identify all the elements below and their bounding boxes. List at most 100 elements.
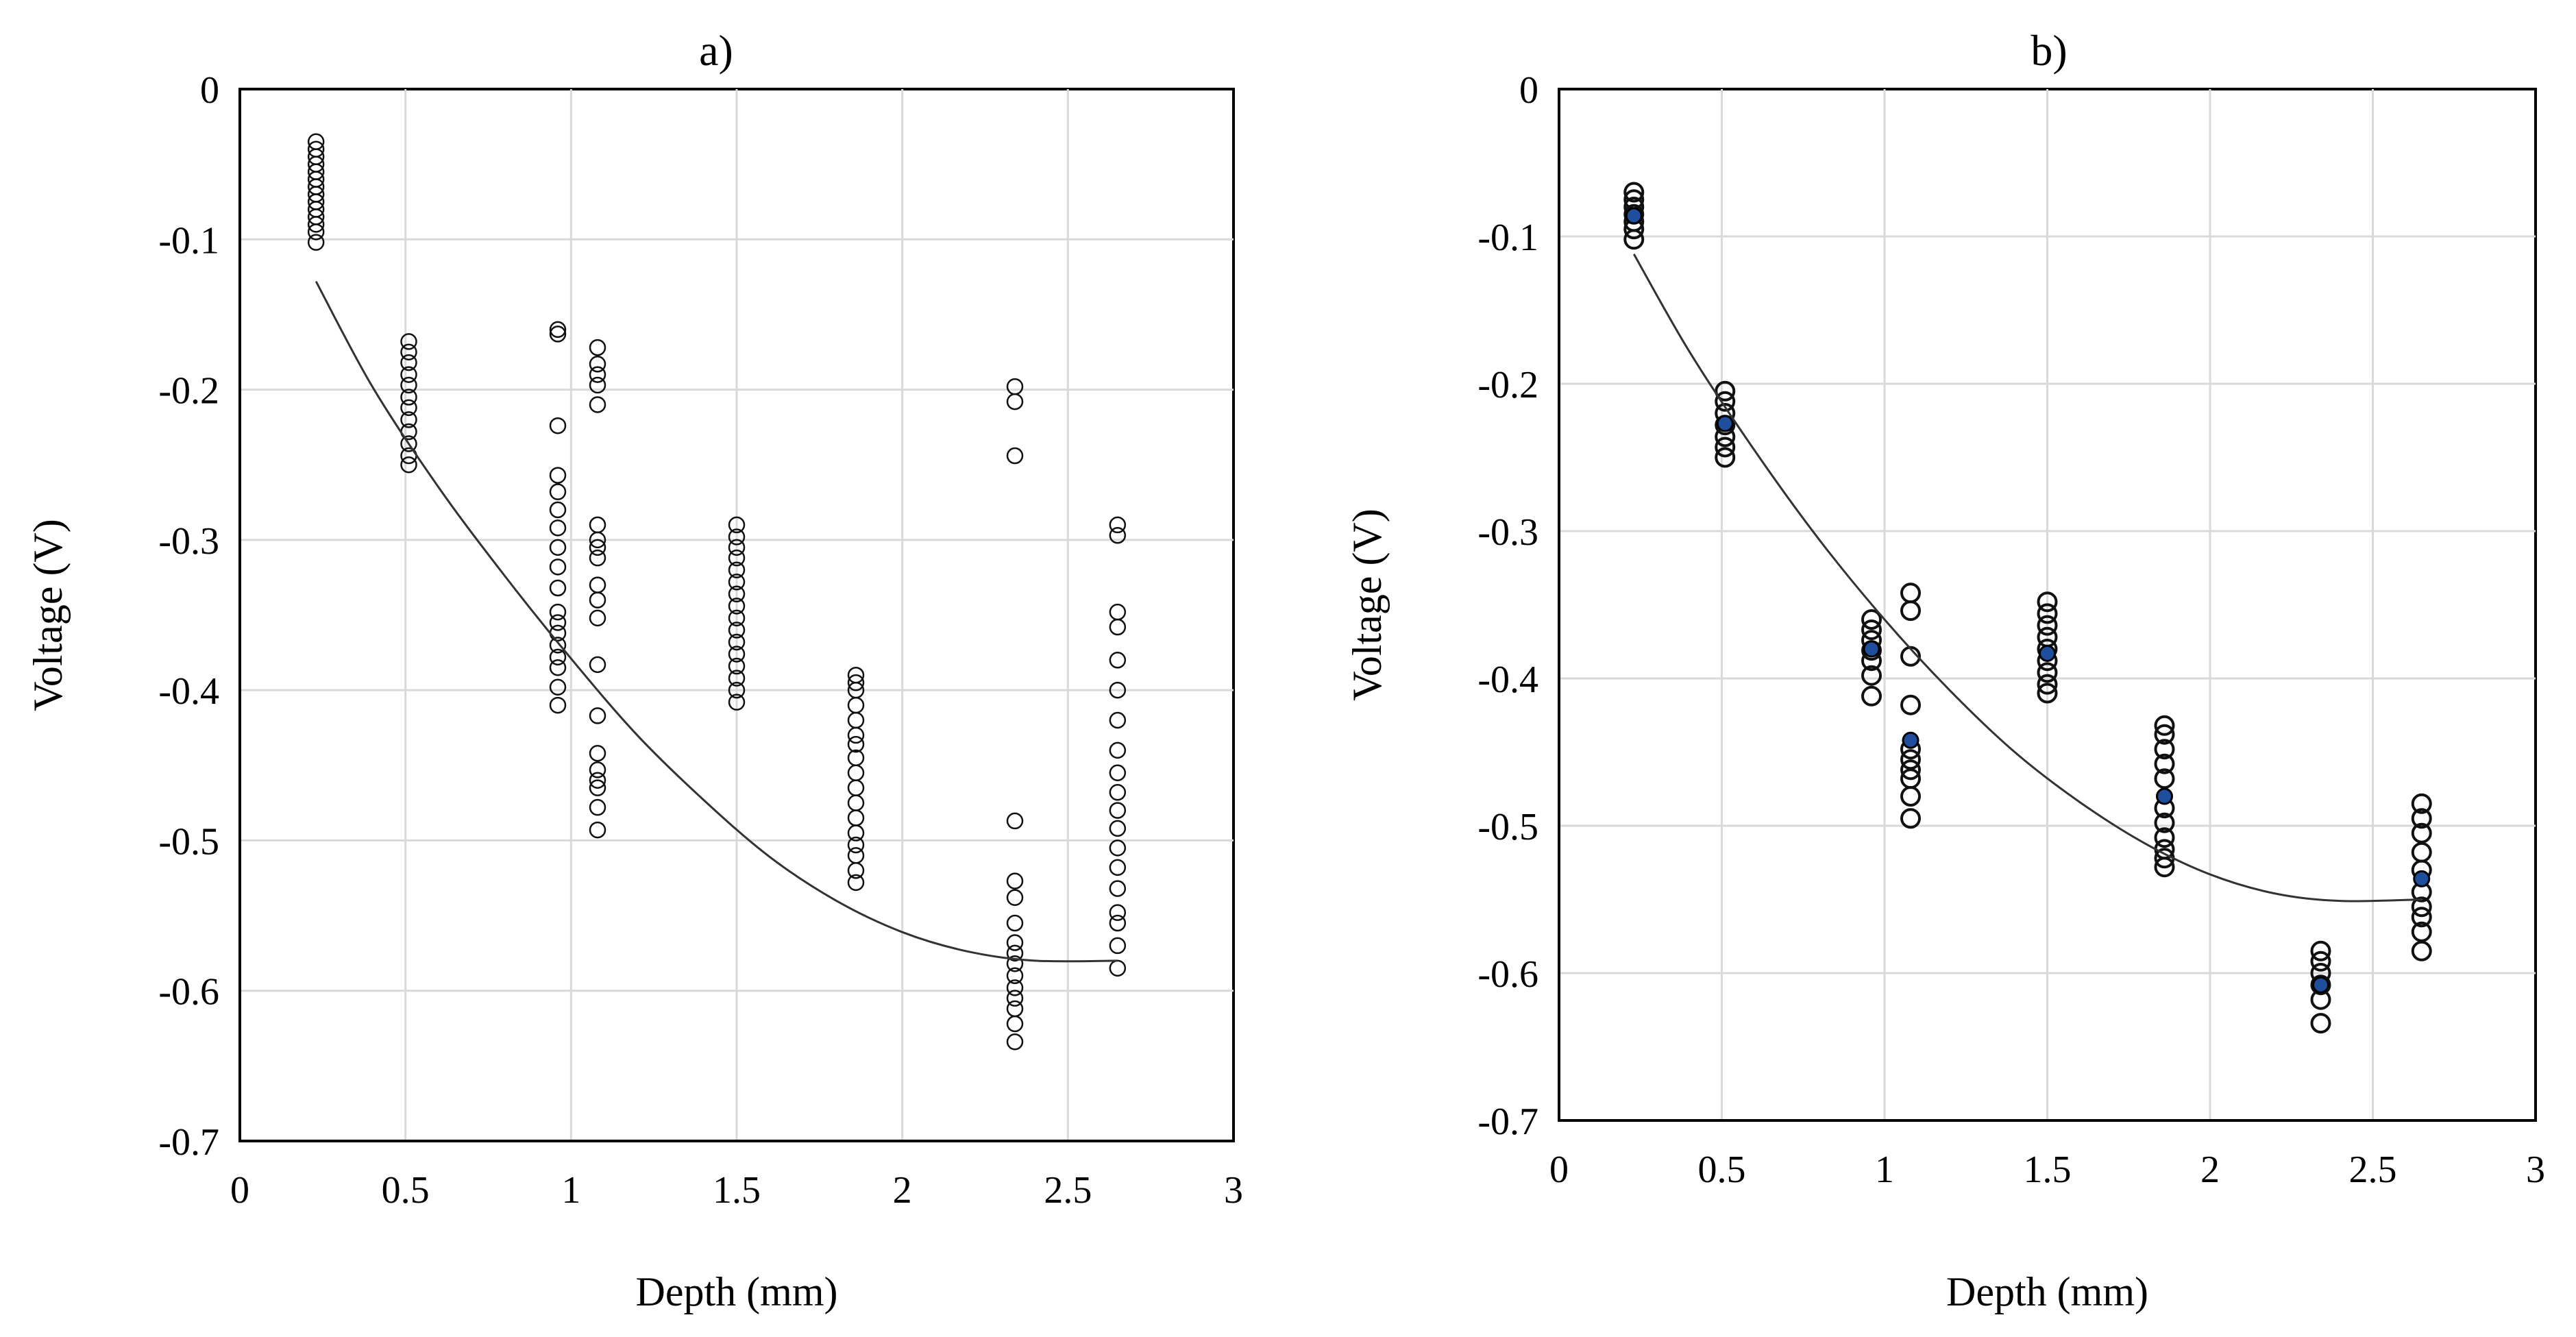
data-point (2037, 674, 2058, 695)
mean-point (1902, 731, 1919, 749)
data-point (1109, 820, 1127, 837)
data-point (1109, 652, 1127, 669)
data-point (549, 696, 567, 714)
chart-a: 0 0.5 1 1.5 2 2.5 3 0 -0.1 -0.2 -0.3 -0.4 -0.5 -0.6 -0… (25, 26, 1243, 1314)
data-point (549, 501, 567, 519)
data-point (2411, 907, 2432, 928)
data-point (1006, 990, 1024, 1007)
data-point (2411, 896, 2432, 918)
y-tick-label: -0.4 (158, 670, 219, 713)
data-point (1861, 620, 1882, 641)
data-point (728, 657, 746, 675)
data-point (549, 614, 567, 631)
data-point (1006, 944, 1024, 962)
data-point (589, 356, 606, 373)
data-point (400, 343, 417, 360)
data-point (1109, 711, 1127, 729)
x-tick-label: 2.5 (2349, 1149, 2397, 1191)
data-point (2154, 857, 2175, 878)
mean-point (2413, 870, 2431, 887)
x-tick-label: 2 (2200, 1149, 2220, 1191)
data-point (1006, 979, 1024, 996)
y-tick-label: -0.5 (158, 820, 219, 863)
data-point (589, 821, 606, 839)
data-point (549, 648, 567, 666)
x-tick-label: 3 (2526, 1149, 2545, 1191)
data-point (2037, 603, 2058, 624)
data-point (1109, 764, 1127, 781)
data-point (1006, 934, 1024, 951)
data-point (2310, 974, 2331, 996)
data-point (589, 376, 606, 394)
data-point (589, 707, 606, 724)
data-point (1109, 937, 1127, 955)
data-point (1900, 600, 1921, 622)
y-tick-label: -0.5 (1477, 806, 1538, 848)
y-tick-label: -0.2 (1477, 364, 1538, 406)
data-point (400, 376, 417, 394)
y-tick-label: -0.6 (1477, 953, 1538, 996)
data-point (2310, 940, 2331, 961)
data-point (1623, 182, 1645, 203)
data-point (2154, 724, 2175, 745)
data-point (589, 591, 606, 609)
data-point (1006, 872, 1024, 890)
x-tick-label: 1 (1875, 1149, 1894, 1191)
data-point (589, 744, 606, 762)
data-point (549, 321, 567, 339)
trend-line (1632, 254, 2422, 903)
x-tick-label: 0.5 (382, 1169, 430, 1212)
data-point (1006, 812, 1024, 830)
data-point (589, 609, 606, 627)
data-point (847, 674, 865, 691)
data-point (1109, 859, 1127, 876)
mean-point (2312, 976, 2329, 994)
data-point (589, 549, 606, 567)
data-point (400, 456, 417, 474)
data-point (400, 389, 417, 406)
data-point (1715, 447, 1736, 468)
data-point (847, 836, 865, 854)
data-point (728, 549, 746, 567)
data-point (400, 399, 417, 417)
data-point (1006, 393, 1024, 410)
x-tick-label: 0 (1549, 1149, 1569, 1191)
data-point (728, 561, 746, 578)
data-point (307, 223, 325, 241)
chart-title: a) (699, 26, 733, 75)
data-point (1109, 516, 1127, 534)
data-point (2037, 683, 2058, 704)
data-point (847, 862, 865, 879)
y-tick-label: -0.4 (1477, 659, 1538, 701)
data-point (307, 216, 325, 233)
data-point (549, 483, 567, 500)
data-point (400, 435, 417, 452)
data-point (1715, 437, 1736, 458)
data-point (2154, 715, 2175, 736)
y-axis-label: Voltage (V) (1345, 508, 1390, 701)
y-tick-label: -0.1 (158, 219, 219, 262)
data-point (728, 646, 746, 663)
x-axis-label: Depth (mm) (636, 1269, 838, 1314)
y-tick-label: -0.6 (158, 971, 219, 1014)
data-point (728, 609, 746, 627)
data-point (1109, 904, 1127, 921)
data-point (1900, 759, 1921, 781)
x-tick-label: 1.5 (713, 1169, 761, 1212)
data-point (1006, 1015, 1024, 1033)
data-point (2411, 808, 2432, 829)
data-point (549, 467, 567, 484)
data-point (549, 659, 567, 676)
data-point (728, 539, 746, 556)
data-point (1006, 889, 1024, 907)
data-point (1900, 694, 1921, 715)
data-point (728, 528, 746, 545)
data-point (847, 874, 865, 892)
data-point (549, 417, 567, 434)
y-tick-label: -0.3 (158, 520, 219, 563)
data-point (1109, 527, 1127, 544)
y-tick-label: -0.7 (1477, 1101, 1538, 1143)
data-point (589, 396, 606, 413)
data-point (2037, 615, 2058, 636)
data-point (2037, 662, 2058, 683)
